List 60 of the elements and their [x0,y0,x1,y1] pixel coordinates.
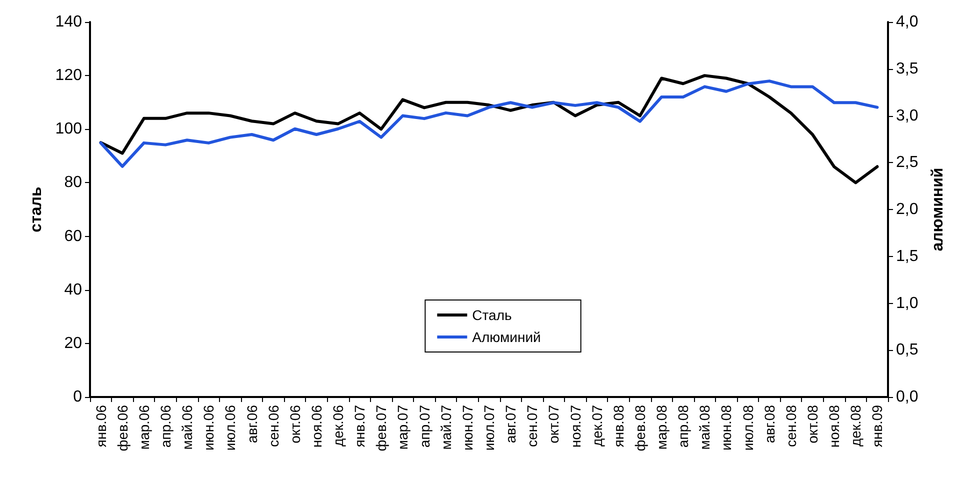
x-tick-label: фев.08 [632,404,648,452]
x-tick-label: авг.08 [761,404,778,444]
x-tick-label: мар.07 [394,404,411,450]
y2-axis-title: алюминий [930,168,946,252]
x-tick-label: июл.07 [481,404,497,451]
y-tick-label: 40 [64,281,82,298]
x-tick-label: сен.06 [265,404,282,447]
x-tick-label: дек.07 [588,404,605,447]
x-tick-label: июн.07 [459,404,476,451]
legend-label: Сталь [472,307,512,323]
x-tick-label: окт.06 [286,404,303,444]
x-tick-label: июл.06 [222,404,238,451]
x-tick-label: ноя.07 [567,404,584,448]
y-tick-label: 0 [73,388,82,406]
legend-label: Алюминий [472,329,541,345]
line-series [99,80,879,168]
y2-tick-label: 0,5 [896,342,918,359]
x-tick-label: авг.07 [502,404,519,444]
x-tick-label: мар.06 [136,404,152,450]
x-tick-label: янв.06 [92,404,109,448]
x-tick-label: ноя.06 [308,404,324,448]
x-tick-label: апр.06 [157,404,174,448]
x-tick-label: дек.06 [330,404,346,447]
x-tick-label: июн.06 [200,404,217,451]
y-tick-label: 140 [55,14,82,30]
y2-tick-label: 1,5 [896,248,918,265]
x-tick-label: мар.08 [654,404,670,450]
y-tick-label: 120 [55,67,82,84]
x-tick-label: фев.06 [114,404,130,452]
x-tick-label: май.07 [438,404,454,450]
y-tick-label: 60 [64,228,82,245]
x-tick-label: сен.08 [782,404,799,447]
y-tick-label: 20 [64,334,82,352]
x-tick-label: авг.06 [244,404,260,444]
x-tick-label: янв.08 [610,404,626,448]
x-tick-label: июн.08 [718,404,734,451]
y-tick-label: 80 [64,174,82,192]
x-tick-label: май.06 [179,404,196,450]
y2-tick-label: 0,0 [896,388,918,406]
y2-tick-label: 1,0 [896,294,918,312]
line-series [99,74,879,184]
x-tick-label: дек.08 [848,404,864,447]
x-tick-label: окт.07 [546,404,562,444]
y2-tick-label: 3,5 [896,60,918,78]
x-tick-label: апр.07 [416,404,432,448]
x-tick-label: окт.08 [804,404,821,444]
x-tick-label: май.08 [696,404,713,450]
x-tick-label: янв.07 [352,404,368,448]
x-tick-label: июл.08 [740,404,756,451]
y-tick-label: 100 [55,120,82,138]
x-tick-label: янв.09 [869,404,886,448]
y2-tick-label: 3,0 [896,107,918,124]
x-tick-label: ноя.08 [826,404,842,448]
x-tick-label: сен.07 [524,404,540,447]
y2-tick-label: 2,5 [896,154,918,172]
x-tick-label: апр.08 [675,404,692,448]
y-axis-title: сталь [28,186,45,232]
y2-tick-label: 4,0 [896,14,918,30]
x-tick-label: фев.07 [373,404,390,452]
y2-tick-label: 2,0 [896,201,918,218]
